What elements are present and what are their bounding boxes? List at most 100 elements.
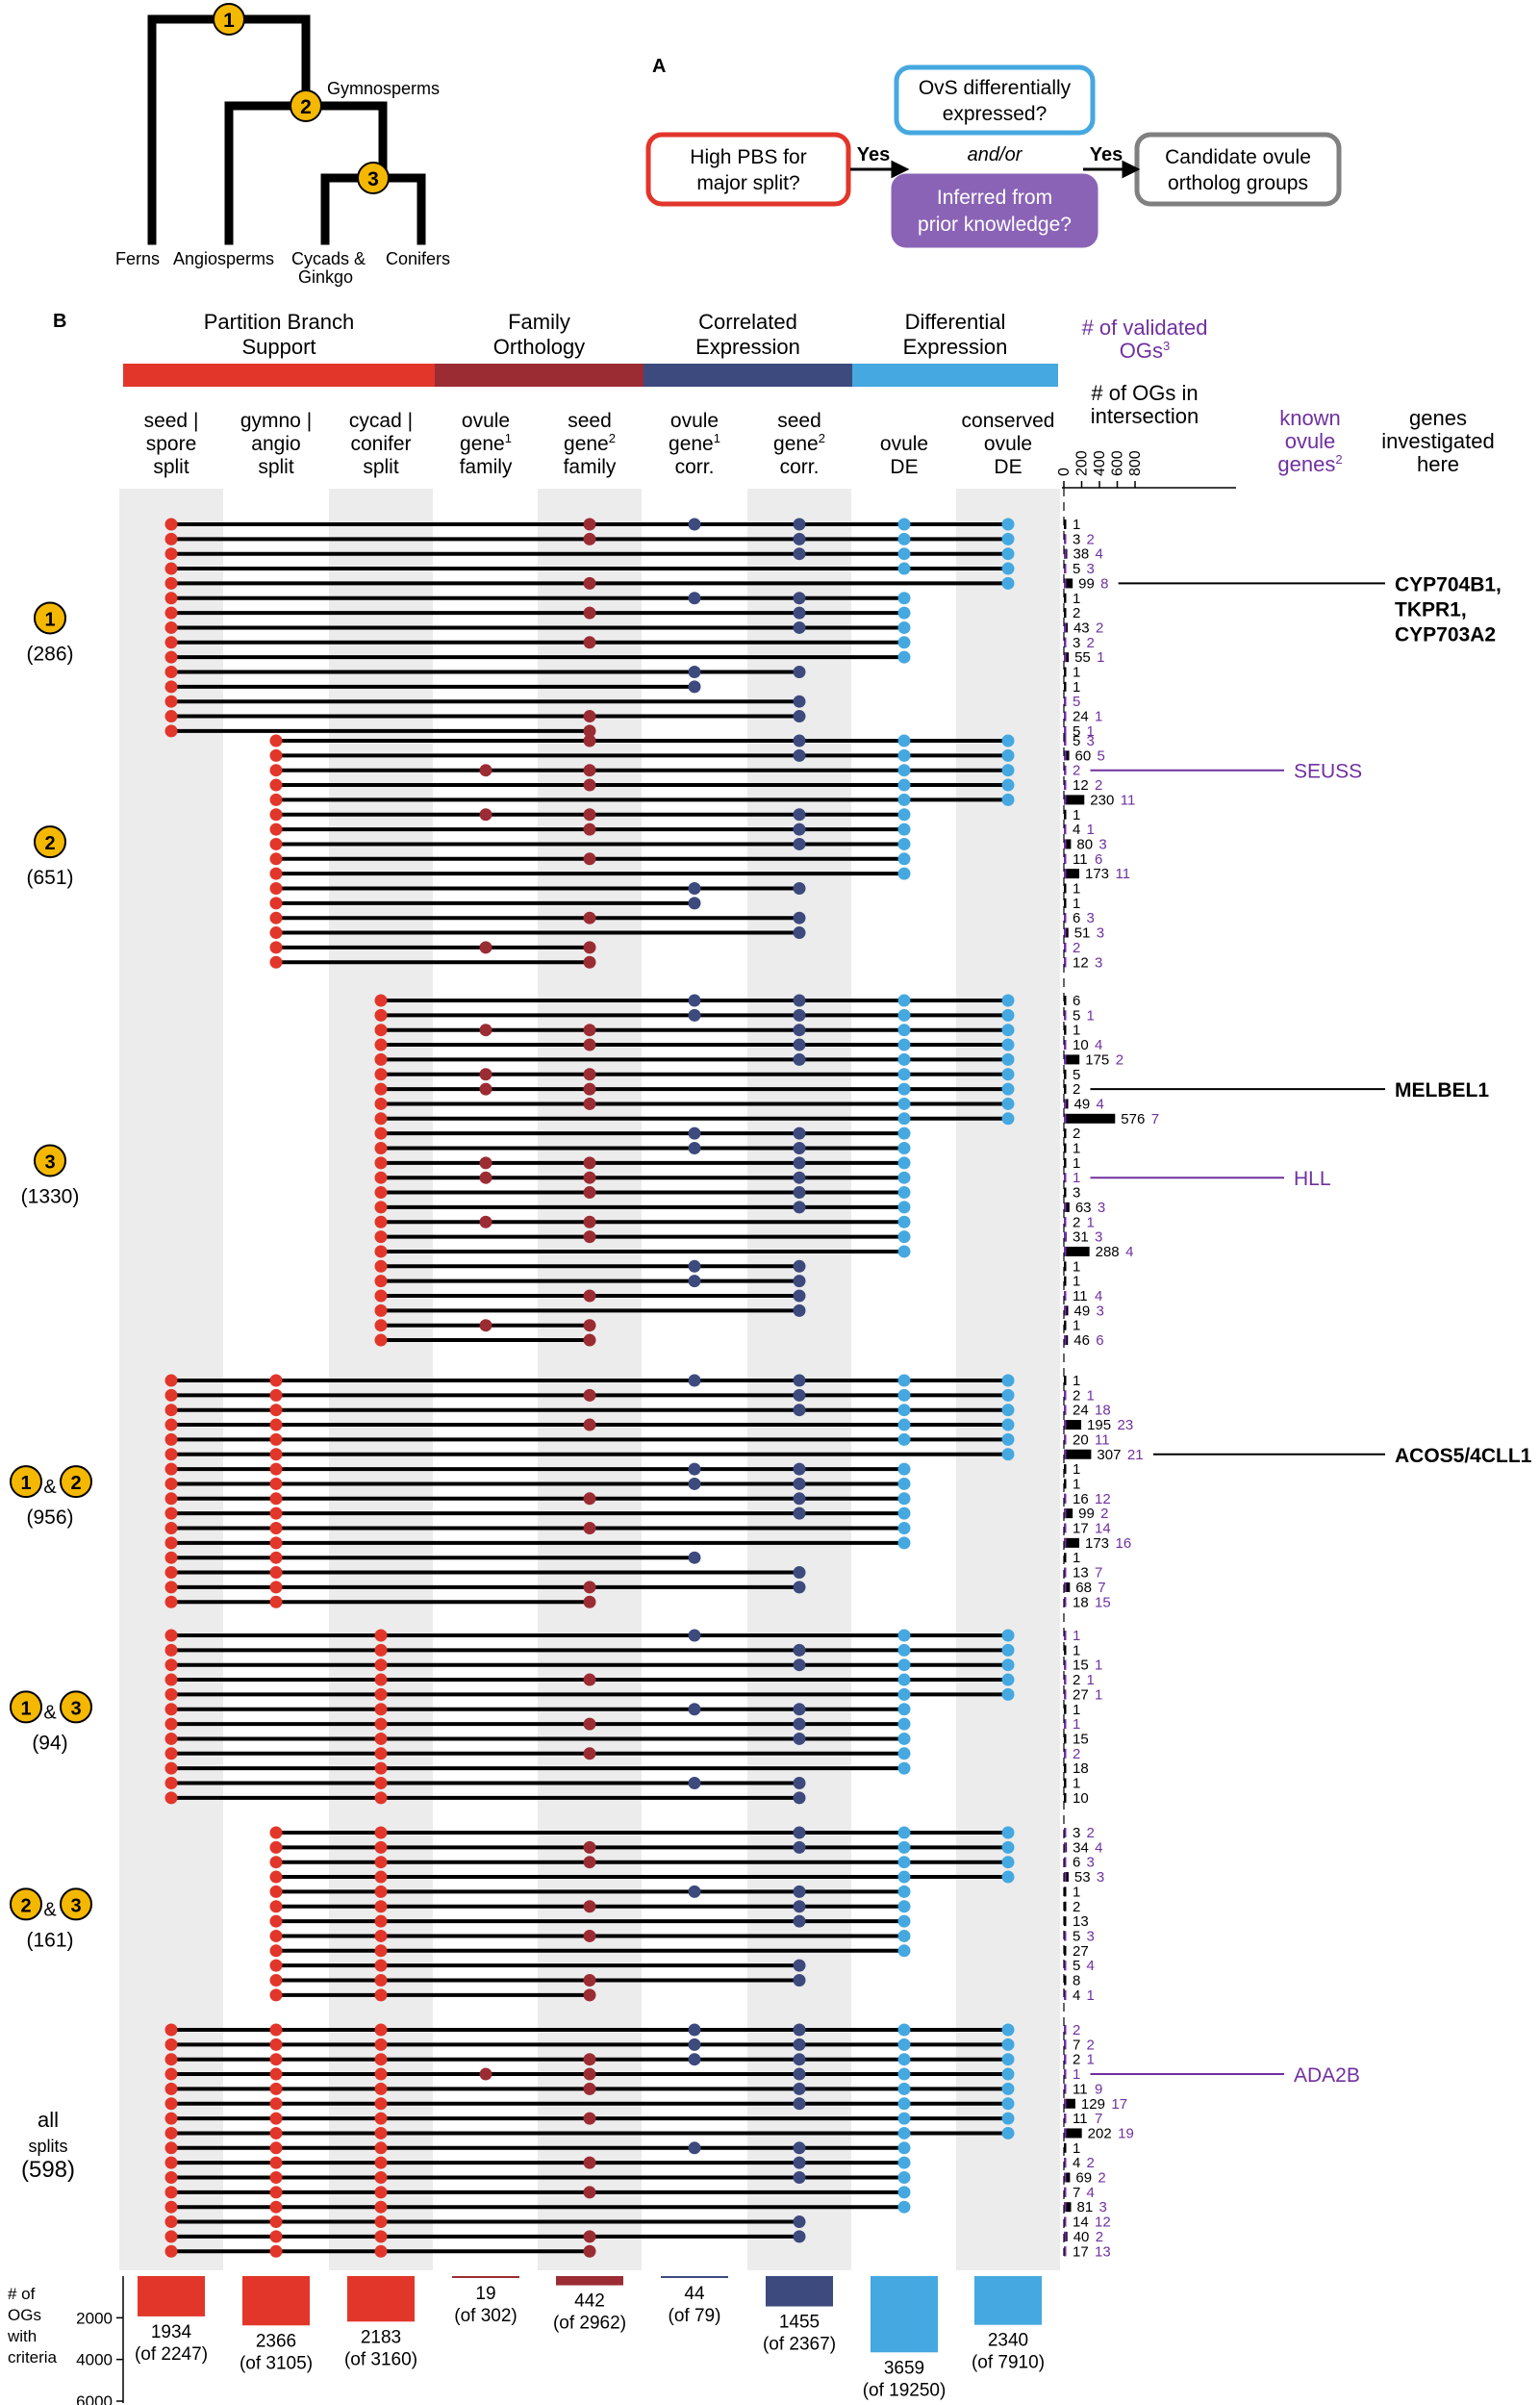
column-header-0: spore <box>146 433 197 455</box>
matrix-dot <box>583 2067 596 2081</box>
known-gene-count: 2 <box>1087 2155 1095 2171</box>
intersection-count: 5 <box>1073 1067 1080 1083</box>
matrix-dot <box>374 1944 388 1958</box>
matrix-dot <box>793 1492 806 1506</box>
matrix-dot <box>897 1038 911 1051</box>
matrix-dot <box>164 1717 178 1731</box>
matrix-dot <box>897 1856 911 1869</box>
set-size-bar <box>871 2276 938 2353</box>
gene-label: ACOS5/4CLL1 <box>1395 1445 1532 1467</box>
matrix-dot <box>793 1171 806 1184</box>
matrix-dot <box>1001 2126 1015 2139</box>
matrix-dot <box>1001 1097 1015 1110</box>
matrix-dot <box>793 710 806 723</box>
intersection-count: 69 <box>1075 2170 1092 2187</box>
matrix-dot <box>688 680 701 694</box>
matrix-dot <box>583 2112 596 2125</box>
intersection-count: 2 <box>1073 1126 1080 1142</box>
matrix-dot <box>897 1097 911 1110</box>
matrix-dot <box>374 1629 388 1642</box>
group-node-label: 3 <box>44 1152 55 1174</box>
matrix-dot <box>897 518 911 531</box>
matrix-dot <box>479 2067 492 2081</box>
matrix-dot <box>269 2112 283 2125</box>
known-gene-bar <box>1064 1828 1067 1837</box>
matrix-dot <box>269 1448 283 1461</box>
group-total: (1330) <box>21 1186 80 1208</box>
intersection-count: 11 <box>1073 2111 1088 2127</box>
known-gene-count: 1 <box>1097 649 1104 666</box>
matrix-dot <box>164 1673 178 1686</box>
matrix-dot <box>1001 518 1015 531</box>
matrix-dot <box>164 636 178 649</box>
intersection-count: 14 <box>1073 2215 1089 2231</box>
intersection-count: 8 <box>1073 1973 1080 1989</box>
matrix-dot <box>583 1082 596 1096</box>
matrix-dot <box>269 1566 283 1580</box>
known-gene-count: 12 <box>1095 2215 1111 2231</box>
known-gene-count: 1 <box>1073 1170 1080 1186</box>
known-gene-count: 2 <box>1073 940 1080 956</box>
matrix-dot <box>897 2200 911 2214</box>
intersection-count: 1 <box>1073 517 1080 533</box>
intersection-count: 129 <box>1081 2096 1105 2113</box>
category-label-0: Support <box>241 335 316 359</box>
category-label-3: Differential <box>905 310 1006 334</box>
matrix-dot <box>1001 1418 1015 1431</box>
known-gene-bar <box>1064 869 1067 879</box>
known-gene-bar <box>1064 1231 1067 1242</box>
intersection-bar <box>1064 839 1072 849</box>
intersection-count: 4 <box>1073 1987 1080 2004</box>
matrix-dot <box>269 1492 283 1506</box>
known-gene-count: 1 <box>1095 1658 1102 1674</box>
known-genes-header: ovule <box>1285 429 1336 453</box>
intersection-count: 195 <box>1087 1417 1111 1433</box>
matrix-dot <box>269 1988 283 2002</box>
matrix-dot <box>897 1245 911 1258</box>
matrix-dot <box>269 1840 283 1854</box>
svg-text:3: 3 <box>367 168 379 190</box>
group-node-icon <box>10 1690 42 1724</box>
intersection-count: 1 <box>1073 896 1080 912</box>
matrix-dot <box>897 1024 911 1037</box>
intersection-bar <box>1064 898 1067 908</box>
matrix-dot <box>164 1374 178 1387</box>
matrix-dot <box>269 823 283 836</box>
matrix-dot <box>374 2186 388 2199</box>
matrix-dot <box>164 620 178 634</box>
matrix-dot <box>164 532 178 545</box>
category-label-1: Orthology <box>493 335 585 359</box>
matrix-dot <box>688 1259 701 1273</box>
matrix-dot <box>688 1777 701 1789</box>
matrix-dot <box>897 1536 911 1550</box>
intersection-count: 15 <box>1073 1658 1089 1674</box>
matrix-dot <box>793 1732 806 1745</box>
matrix-dot <box>164 576 178 590</box>
intersection-count: 46 <box>1073 1332 1090 1349</box>
intersection-count: 12 <box>1073 954 1089 971</box>
known-gene-bar <box>1064 1857 1067 1867</box>
matrix-dot <box>897 2067 911 2081</box>
intersection-bar <box>1064 1553 1067 1563</box>
matrix-dot <box>479 808 492 822</box>
split-group-labels: 1(286)2(651)3(1330)1 & 2(956)1 & 3(94)2 & 3(16… <box>10 601 92 2183</box>
matrix-dot <box>164 1747 178 1760</box>
known-gene-count: 4 <box>1095 1288 1102 1304</box>
intersection-count: 20 <box>1073 1431 1089 1448</box>
intersection-bar <box>1064 1537 1080 1548</box>
matrix-dot <box>164 1566 178 1580</box>
matrix-dot <box>1001 994 1015 1007</box>
matrix-dot <box>164 680 178 694</box>
matrix-dot <box>793 1658 806 1672</box>
matrix-dot <box>793 547 806 561</box>
known-gene-bar <box>1064 1434 1067 1445</box>
yes-label-1: Yes <box>857 144 890 165</box>
matrix-dot <box>269 1885 283 1898</box>
known-gene-bar <box>1064 2202 1067 2213</box>
intersection-count: 1 <box>1073 881 1080 898</box>
known-gene-bar <box>1064 1689 1067 1700</box>
intersection-bar <box>1064 1508 1073 1519</box>
matrix-dot <box>374 1319 388 1332</box>
matrix-dot <box>1001 1687 1015 1701</box>
